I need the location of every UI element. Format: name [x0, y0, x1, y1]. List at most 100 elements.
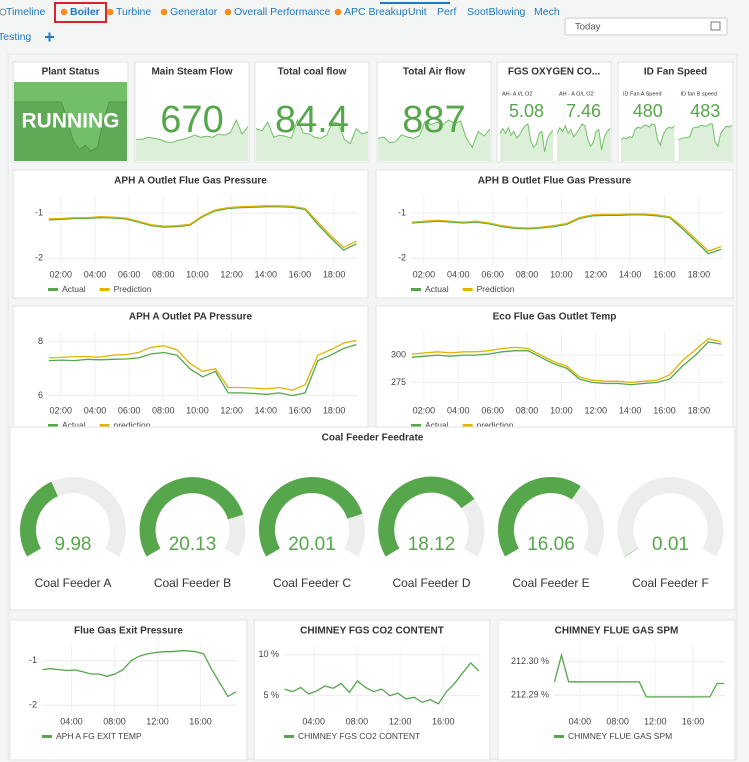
legend-swatch — [462, 424, 473, 427]
tab[interactable]: Timeline — [6, 6, 45, 18]
y-tick-label: -2 — [35, 253, 43, 263]
chart-title: Flue Gas Exit Pressure — [74, 626, 183, 637]
tab-icon[interactable] — [60, 8, 68, 16]
panel-title: Total Air flow — [403, 67, 465, 78]
sparkline-area — [136, 120, 248, 161]
legend-swatch — [99, 288, 110, 291]
x-tick-label: 16:00 — [289, 405, 312, 415]
chart-title: Coal Feeder Feedrate — [322, 433, 424, 444]
x-tick-label: 02:00 — [50, 269, 73, 279]
x-tick-label: 08:00 — [516, 269, 539, 279]
legend-label: prediction — [114, 420, 151, 430]
active-tab-box — [54, 2, 107, 23]
legend-label: Actual — [425, 420, 449, 430]
chart-title: APH B Outlet Flue Gas Pressure — [478, 176, 632, 187]
tab[interactable]: Testing — [0, 31, 31, 43]
tab[interactable]: Mech — [534, 6, 560, 18]
sparkline — [678, 123, 733, 148]
x-tick-label: 16:00 — [432, 716, 455, 726]
gauge-value: 16.06 — [527, 534, 575, 555]
gauge-fill — [258, 477, 363, 557]
x-tick-label: 12:00 — [220, 405, 243, 415]
tab[interactable]: Generator — [170, 6, 218, 18]
y-tick-label: 8 — [38, 336, 43, 346]
tab[interactable]: APC Breakup — [344, 6, 408, 18]
panel-title: ID Fan Speed — [644, 67, 707, 78]
legend-label: prediction — [477, 420, 514, 430]
sparkline — [14, 101, 127, 152]
x-tick-label: 04:00 — [84, 269, 107, 279]
add-tab-icon[interactable] — [45, 32, 54, 42]
series-line — [48, 205, 357, 249]
date-picker[interactable] — [564, 17, 728, 36]
x-tick-label: 16:00 — [653, 405, 676, 415]
sparkline — [136, 118, 249, 144]
series-line — [48, 339, 357, 391]
series-line — [284, 662, 480, 705]
x-tick-label: 18:00 — [688, 269, 711, 279]
legend-swatch — [554, 735, 564, 738]
y-tick-label: 5 % — [263, 690, 279, 700]
x-tick-label: 16:00 — [682, 716, 705, 726]
x-tick-label: 10:00 — [186, 269, 209, 279]
gauge-value: 18.12 — [408, 534, 456, 555]
x-tick-label: 12:00 — [389, 716, 412, 726]
sparkline-area — [678, 124, 732, 161]
x-tick-label: 08:00 — [152, 405, 175, 415]
sparkline-area — [621, 124, 675, 161]
legend-swatch — [99, 424, 110, 427]
panel — [497, 619, 736, 761]
tab[interactable]: Boiler — [70, 6, 100, 18]
y-tick-label: 212.29 % — [511, 690, 549, 700]
tab[interactable]: SootBlowing — [467, 6, 526, 18]
legend-label: Actual — [62, 420, 86, 430]
chart-title: APH A Outlet Flue Gas Pressure — [114, 176, 267, 187]
series-line — [411, 214, 722, 255]
legend-label: Prediction — [477, 284, 515, 294]
x-tick-label: 12:00 — [146, 716, 169, 726]
x-tick-label: 06:00 — [118, 405, 141, 415]
tab[interactable]: Unit — [408, 6, 427, 18]
panel-title: Main Steam Flow — [151, 67, 232, 78]
chart-title: APH A Outlet PA Pressure — [129, 312, 253, 323]
x-tick-label: 12:00 — [220, 269, 243, 279]
y-tick-label: -1 — [29, 655, 37, 665]
legend-label: Actual — [425, 284, 449, 294]
series-line — [411, 213, 722, 252]
tab-icon[interactable] — [0, 8, 7, 16]
calendar-icon[interactable] — [710, 21, 721, 31]
chart-title: CHIMNEY FGS CO2 CONTENT — [300, 626, 444, 637]
tab[interactable]: Perf — [437, 6, 456, 18]
x-tick-label: 14:00 — [255, 405, 278, 415]
tab-icon[interactable] — [160, 8, 168, 16]
gauge-track — [617, 477, 724, 557]
tab[interactable]: Overall Performance — [234, 6, 330, 18]
date-picker-text[interactable]: Today — [575, 22, 601, 33]
x-tick-label: 08:00 — [606, 716, 629, 726]
gauge-value: 0.01 — [652, 534, 689, 555]
series-line — [411, 337, 722, 384]
legend-swatch — [48, 424, 58, 427]
panel-title: FGS OXYGEN CO... — [508, 67, 600, 78]
legend-swatch — [42, 735, 52, 738]
stat-sub-label: AH- A I/L O2 — [502, 91, 532, 97]
scroll-indicator — [380, 2, 450, 4]
gauge-label: Coal Feeder C — [273, 576, 351, 590]
x-tick-label: 16:00 — [289, 269, 312, 279]
tab-icon[interactable] — [106, 8, 114, 16]
tab-icon[interactable] — [224, 8, 232, 16]
x-tick-label: 14:00 — [255, 269, 278, 279]
x-tick-label: 06:00 — [481, 405, 504, 415]
y-tick-label: -2 — [29, 700, 37, 710]
sparkline — [620, 123, 675, 147]
stat-value: 480 — [633, 101, 663, 121]
legend-swatch — [48, 288, 58, 291]
tab[interactable]: Turbine — [116, 6, 151, 18]
series-line — [48, 206, 357, 251]
legend-swatch — [462, 288, 473, 291]
stat-value: RUNNING — [22, 110, 120, 133]
tab-icon[interactable] — [334, 8, 342, 16]
x-tick-label: 14:00 — [619, 405, 642, 415]
y-tick-label: -1 — [398, 207, 406, 217]
panel — [9, 426, 736, 611]
